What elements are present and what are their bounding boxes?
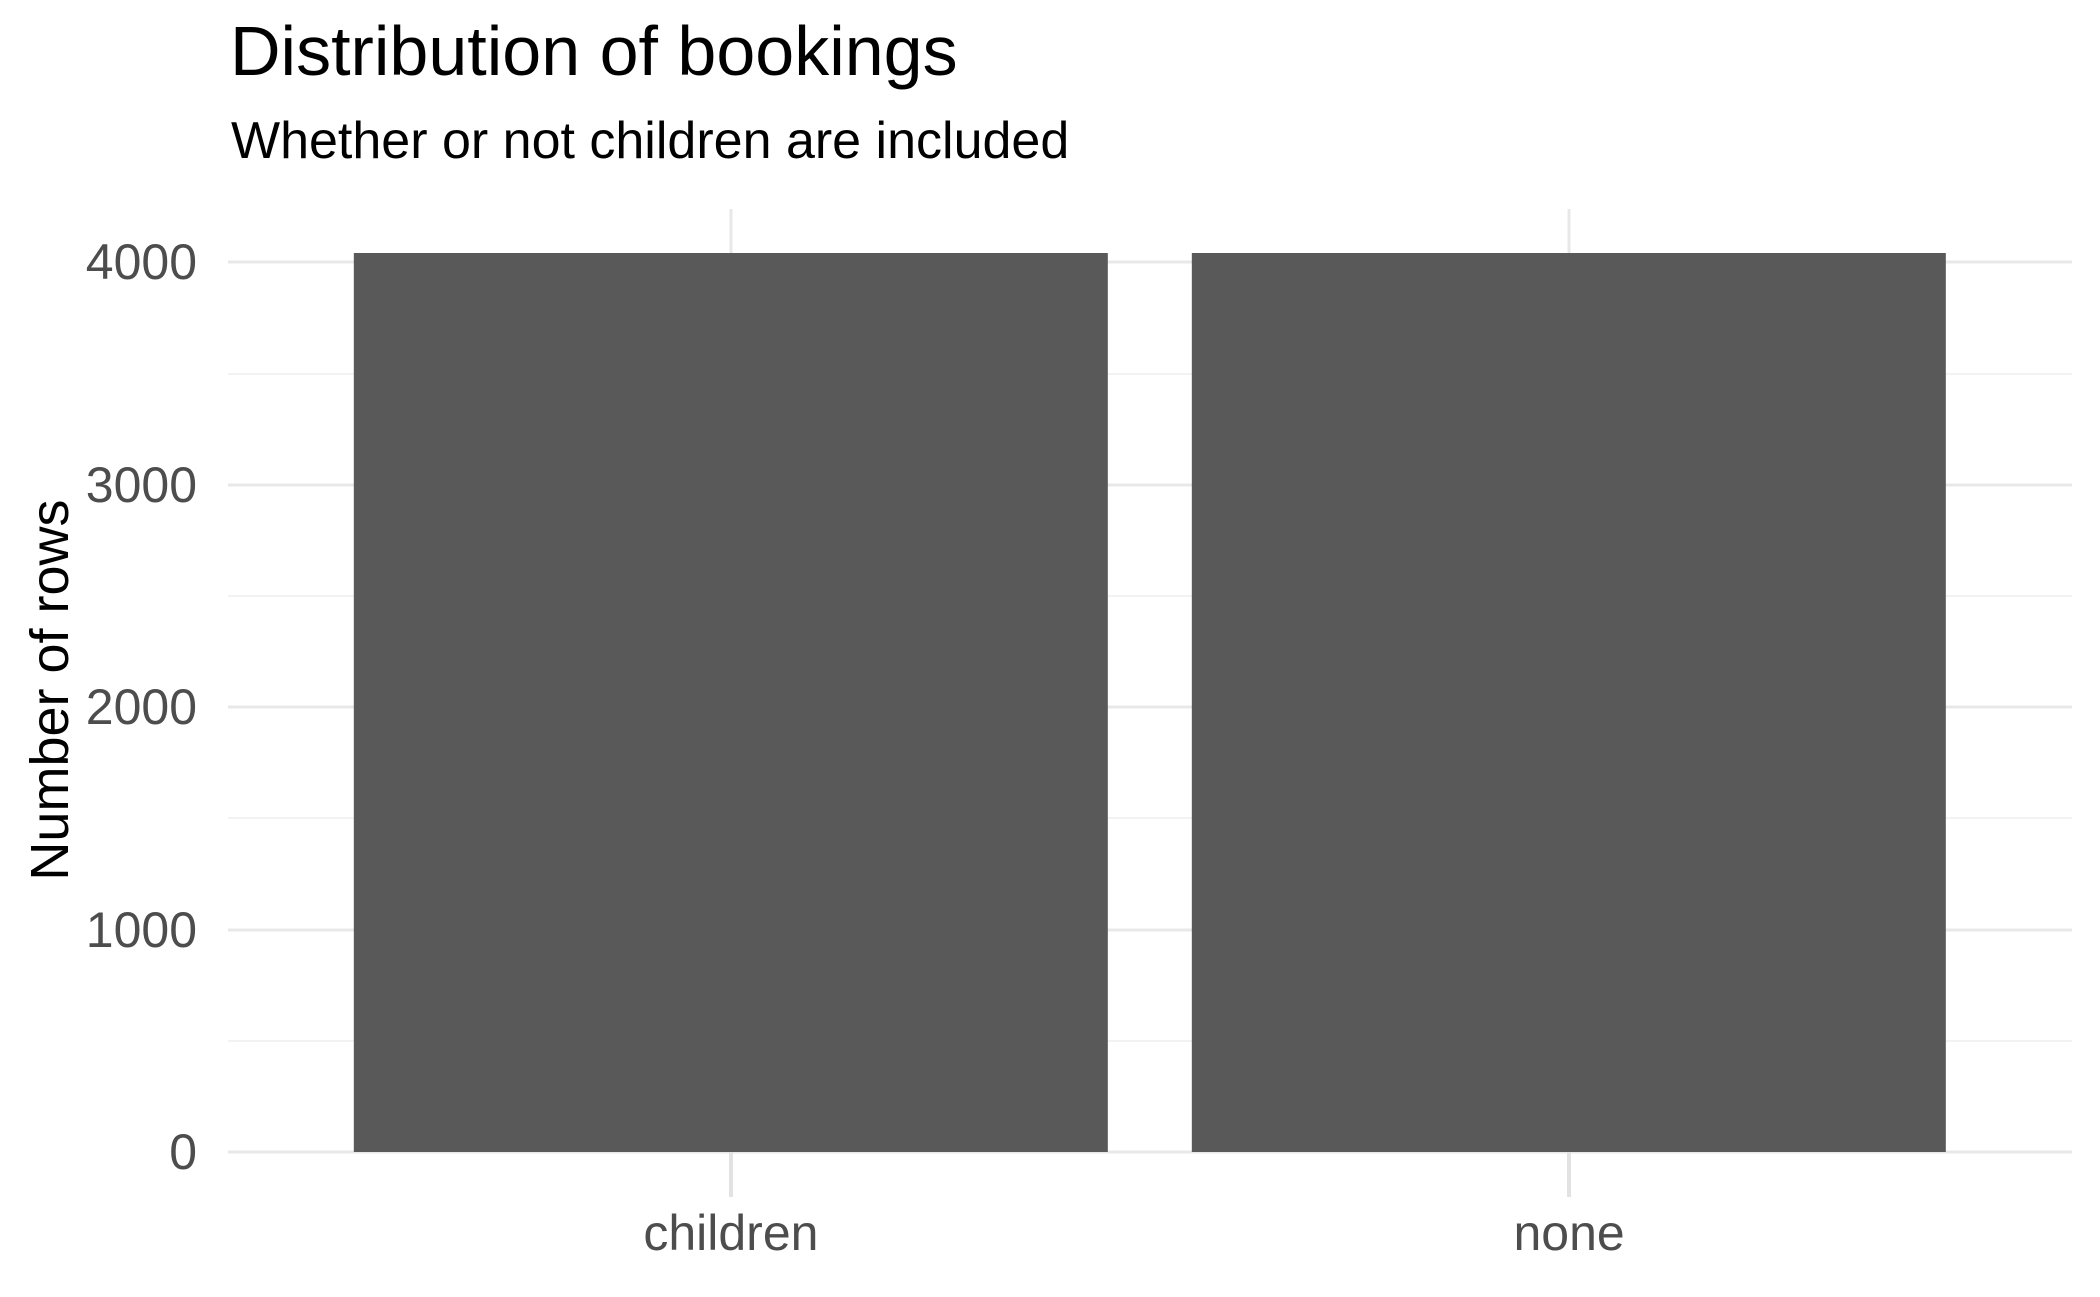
gridline-major (228, 928, 2072, 932)
gridline-major (228, 705, 2072, 709)
gridline-minor (228, 817, 2072, 820)
y-tick-label-3000: 3000 (85, 456, 197, 513)
y-tick-label-2000: 2000 (85, 679, 197, 736)
gridline-major (228, 260, 2072, 264)
y-tick-label-0: 0 (169, 1124, 197, 1180)
chart-subtitle: Whether or not children are included (231, 112, 1070, 170)
y-tick-label-4000: 4000 (85, 234, 197, 291)
y-tick-label-1000: 1000 (85, 901, 197, 958)
x-tick-label-children: children (643, 1205, 819, 1261)
plot-panel (228, 209, 2072, 1154)
gridline-minor (228, 1039, 2072, 1042)
gridline-minor (228, 372, 2072, 375)
gridline-major (228, 1150, 2072, 1154)
bar-none (1191, 253, 1947, 1152)
x-tick-label-none: none (1513, 1205, 1625, 1261)
x-tick-mark-none (1567, 1152, 1572, 1197)
chart-title: Distribution of bookings (230, 12, 958, 90)
gridline-minor (228, 594, 2072, 597)
gridline-major (228, 483, 2072, 487)
x-tick-mark-children (728, 1152, 733, 1197)
bar-children (353, 253, 1109, 1152)
